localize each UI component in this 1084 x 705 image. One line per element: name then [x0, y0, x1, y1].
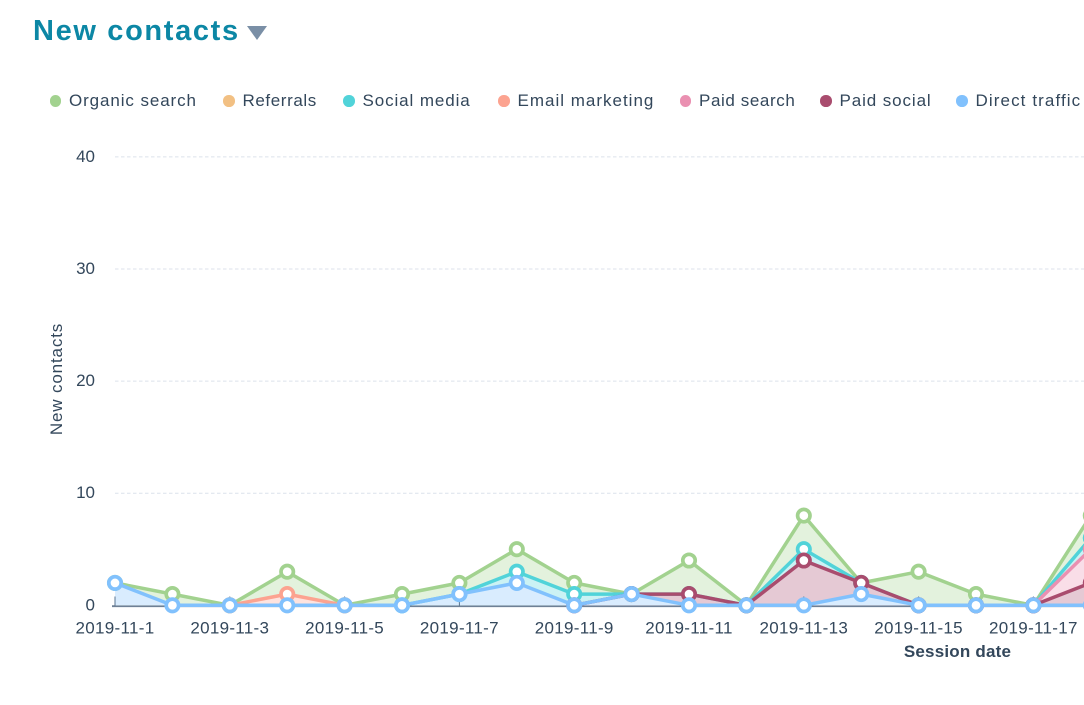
svg-text:Session date: Session date — [904, 642, 1011, 661]
svg-text:40: 40 — [76, 147, 95, 166]
svg-text:2019-11-11: 2019-11-11 — [645, 619, 732, 638]
svg-text:2019-11-1: 2019-11-1 — [76, 619, 155, 638]
svg-text:0: 0 — [86, 595, 95, 614]
svg-text:2019-11-13: 2019-11-13 — [759, 619, 848, 638]
svg-text:2019-11-3: 2019-11-3 — [190, 619, 269, 638]
svg-text:10: 10 — [76, 483, 95, 502]
svg-text:New contacts: New contacts — [47, 323, 66, 435]
svg-text:20: 20 — [76, 371, 95, 390]
svg-text:2019-11-17: 2019-11-17 — [989, 619, 1078, 638]
svg-text:2019-11-7: 2019-11-7 — [420, 619, 499, 638]
svg-text:2019-11-5: 2019-11-5 — [305, 619, 384, 638]
svg-text:2019-11-15: 2019-11-15 — [874, 619, 963, 638]
svg-text:30: 30 — [76, 259, 95, 278]
svg-text:2019-11-9: 2019-11-9 — [535, 619, 614, 638]
